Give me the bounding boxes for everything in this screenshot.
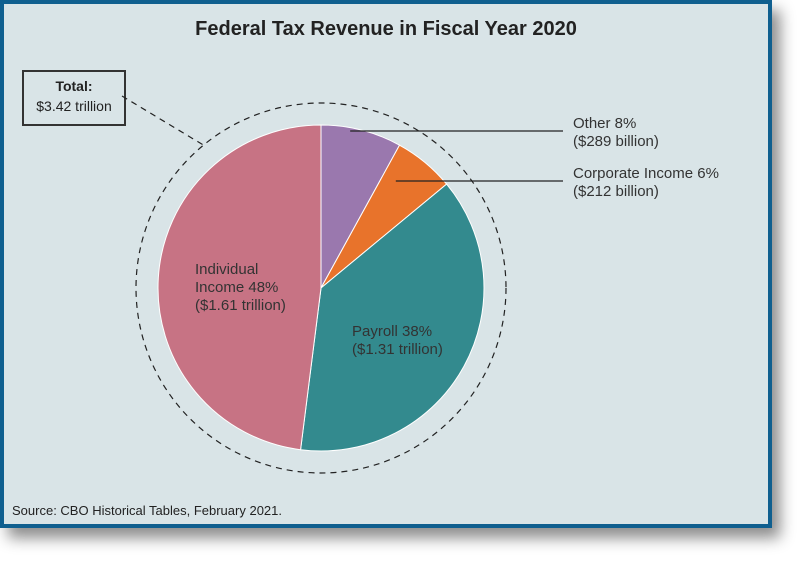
total-label: Total: (55, 78, 93, 94)
slice-label: Other 8% (573, 115, 636, 132)
chart-frame: Federal Tax Revenue in Fiscal Year 2020 … (0, 0, 772, 528)
slice-label: ($289 billion) (573, 133, 659, 150)
chart-title: Federal Tax Revenue in Fiscal Year 2020 (195, 18, 577, 40)
slice-label: Individual (195, 261, 258, 278)
slice-label: Payroll 38% (352, 323, 432, 340)
total-value: $3.42 trillion (36, 98, 112, 114)
slice-label: ($1.61 trillion) (195, 297, 286, 314)
slice-label: Income 48% (195, 279, 278, 296)
total-connector (121, 95, 206, 147)
slice-label: Corporate Income 6% (573, 165, 719, 182)
slice-label: ($212 billion) (573, 183, 659, 200)
source-note: Source: CBO Historical Tables, February … (12, 503, 282, 518)
total-outline (135, 102, 507, 474)
slice-individual-income (157, 124, 322, 451)
slice-payroll (300, 183, 485, 452)
slice-label: ($1.31 trillion) (352, 341, 443, 358)
